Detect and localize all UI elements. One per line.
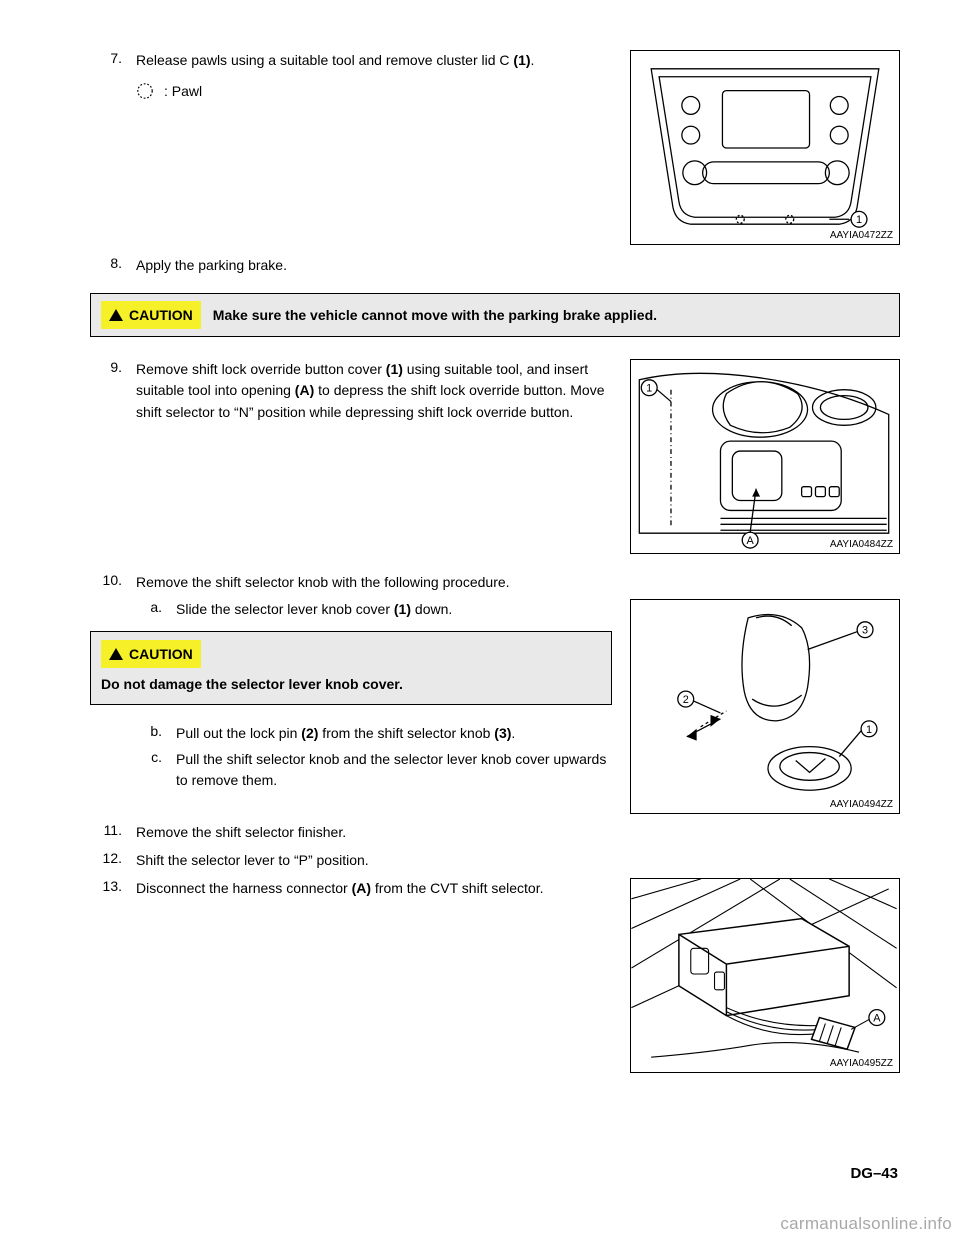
svg-text:3: 3 [862, 625, 868, 637]
step-10-detail: a. Slide the selector lever knob cover (… [90, 599, 900, 814]
warning-triangle-icon [109, 648, 123, 660]
step-7-section: 7. Release pawls using a suitable tool a… [90, 50, 900, 245]
step-number: 10. [90, 572, 136, 594]
watermark: carmanualsonline.info [780, 1214, 952, 1234]
substep-letter: a. [136, 599, 176, 621]
svg-text:A: A [873, 1012, 881, 1024]
figure-id: AAYIA0494ZZ [830, 799, 893, 810]
caution-tag: CAUTION [101, 301, 201, 329]
figure-id: AAYIA0495ZZ [830, 1058, 893, 1069]
step-8: 8. Apply the parking brake. [90, 255, 900, 277]
step-text: Remove the shift selector finisher. [136, 822, 900, 844]
pawl-icon [136, 82, 154, 100]
svg-text:1: 1 [856, 214, 862, 226]
step-text: Disconnect the harness connector (A) fro… [136, 878, 612, 900]
step-12: 12. Shift the selector lever to “P” posi… [90, 850, 900, 872]
page-number: DG–43 [850, 1165, 898, 1182]
substep-letter: c. [136, 749, 176, 792]
substep-10b: b. Pull out the lock pin (2) from the sh… [136, 723, 612, 745]
step-10: 10. Remove the shift selector knob with … [90, 572, 900, 594]
step-text: Release pawls using a suitable tool and … [136, 50, 612, 72]
step-number: 9. [90, 359, 136, 424]
substep-text: Pull out the lock pin (2) from the shift… [176, 723, 612, 745]
step-text: Shift the selector lever to “P” position… [136, 850, 900, 872]
figure-1: 1 AAYIA0472ZZ [630, 50, 900, 245]
figure-3: 3 2 1 AAYIA0494ZZ [630, 599, 900, 814]
step-9-section: 9. Remove shift lock override button cov… [90, 359, 900, 554]
caution-banner-1: CAUTION Make sure the vehicle cannot mov… [90, 293, 900, 337]
step-number: 12. [90, 850, 136, 872]
warning-triangle-icon [109, 309, 123, 321]
figure-4: A AAYIA0495ZZ [630, 878, 900, 1073]
step-9: 9. Remove shift lock override button cov… [90, 359, 612, 424]
svg-text:2: 2 [683, 694, 689, 706]
pawl-legend: : Pawl [136, 82, 612, 100]
figure-2: 1 A AAYIA0484ZZ [630, 359, 900, 554]
page: 7. Release pawls using a suitable tool a… [0, 0, 960, 1242]
svg-text:1: 1 [646, 382, 652, 394]
caution-block-2: CAUTION Do not damage the selector lever… [90, 631, 612, 705]
svg-text:1: 1 [866, 724, 872, 736]
caution-text: Do not damage the selector lever knob co… [101, 676, 601, 692]
pawl-label: : Pawl [164, 83, 202, 99]
step-13-section: 13. Disconnect the harness connector (A)… [90, 878, 900, 1073]
svg-text:A: A [747, 535, 755, 547]
figure-id: AAYIA0484ZZ [830, 539, 893, 550]
step-11: 11. Remove the shift selector finisher. [90, 822, 900, 844]
step-7: 7. Release pawls using a suitable tool a… [90, 50, 612, 72]
substep-letter: b. [136, 723, 176, 745]
step-text: Remove the shift selector knob with the … [136, 572, 900, 594]
step-number: 13. [90, 878, 136, 900]
substep-text: Slide the selector lever knob cover (1) … [176, 599, 612, 621]
substep-10c: c. Pull the shift selector knob and the … [136, 749, 612, 792]
substep-10a: a. Slide the selector lever knob cover (… [136, 599, 612, 621]
step-number: 7. [90, 50, 136, 72]
caution-text: Make sure the vehicle cannot move with t… [211, 303, 667, 327]
figure-id: AAYIA0472ZZ [830, 230, 893, 241]
substep-text: Pull the shift selector knob and the sel… [176, 749, 612, 792]
caution-tag: CAUTION [101, 640, 201, 668]
step-13: 13. Disconnect the harness connector (A)… [90, 878, 612, 900]
step-number: 11. [90, 822, 136, 844]
step-text: Remove shift lock override button cover … [136, 359, 612, 424]
step-number: 8. [90, 255, 136, 277]
step-text: Apply the parking brake. [136, 255, 900, 277]
